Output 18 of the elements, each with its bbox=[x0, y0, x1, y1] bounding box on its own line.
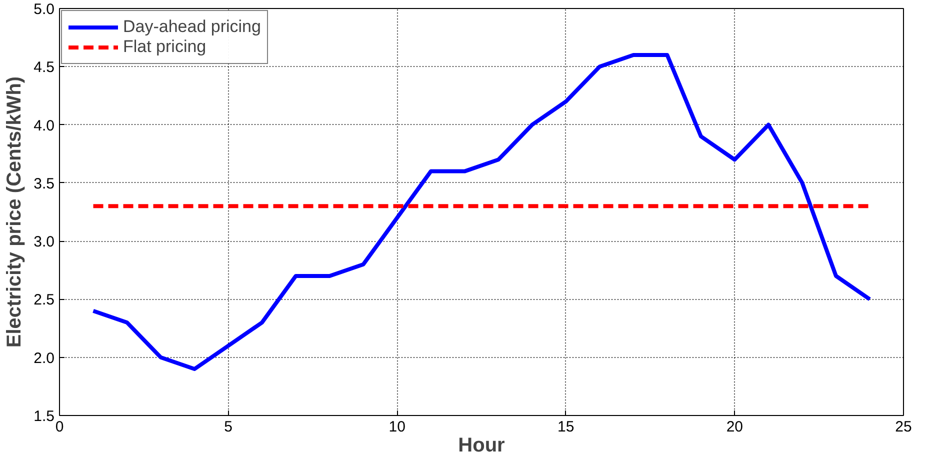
y-tick-label: 4.5 bbox=[34, 59, 55, 76]
x-tick-label: 10 bbox=[388, 418, 406, 436]
y-tick-label: 1.5 bbox=[34, 408, 55, 425]
x-tick-label: 5 bbox=[224, 418, 232, 436]
y-tick-label: 4.0 bbox=[34, 117, 55, 134]
y-axis-title: Electricity price (Cents/kWh) bbox=[4, 76, 26, 348]
x-tick-label: 15 bbox=[558, 418, 574, 436]
y-tick-label: 2.0 bbox=[34, 350, 55, 367]
y-tick-label: 3.0 bbox=[34, 234, 55, 251]
legend-label: Flat pricing bbox=[123, 37, 206, 57]
y-tick-label: 3.5 bbox=[34, 175, 55, 192]
x-tick-label: 0 bbox=[55, 418, 64, 436]
y-tick-label: 5.0 bbox=[34, 1, 55, 18]
x-tick-label: 25 bbox=[895, 418, 912, 436]
x-axis-title: Hour bbox=[458, 434, 506, 456]
legend-label: Day-ahead pricing bbox=[123, 17, 261, 37]
x-tick-label: 20 bbox=[726, 418, 744, 436]
y-tick-label: 2.5 bbox=[34, 292, 55, 309]
